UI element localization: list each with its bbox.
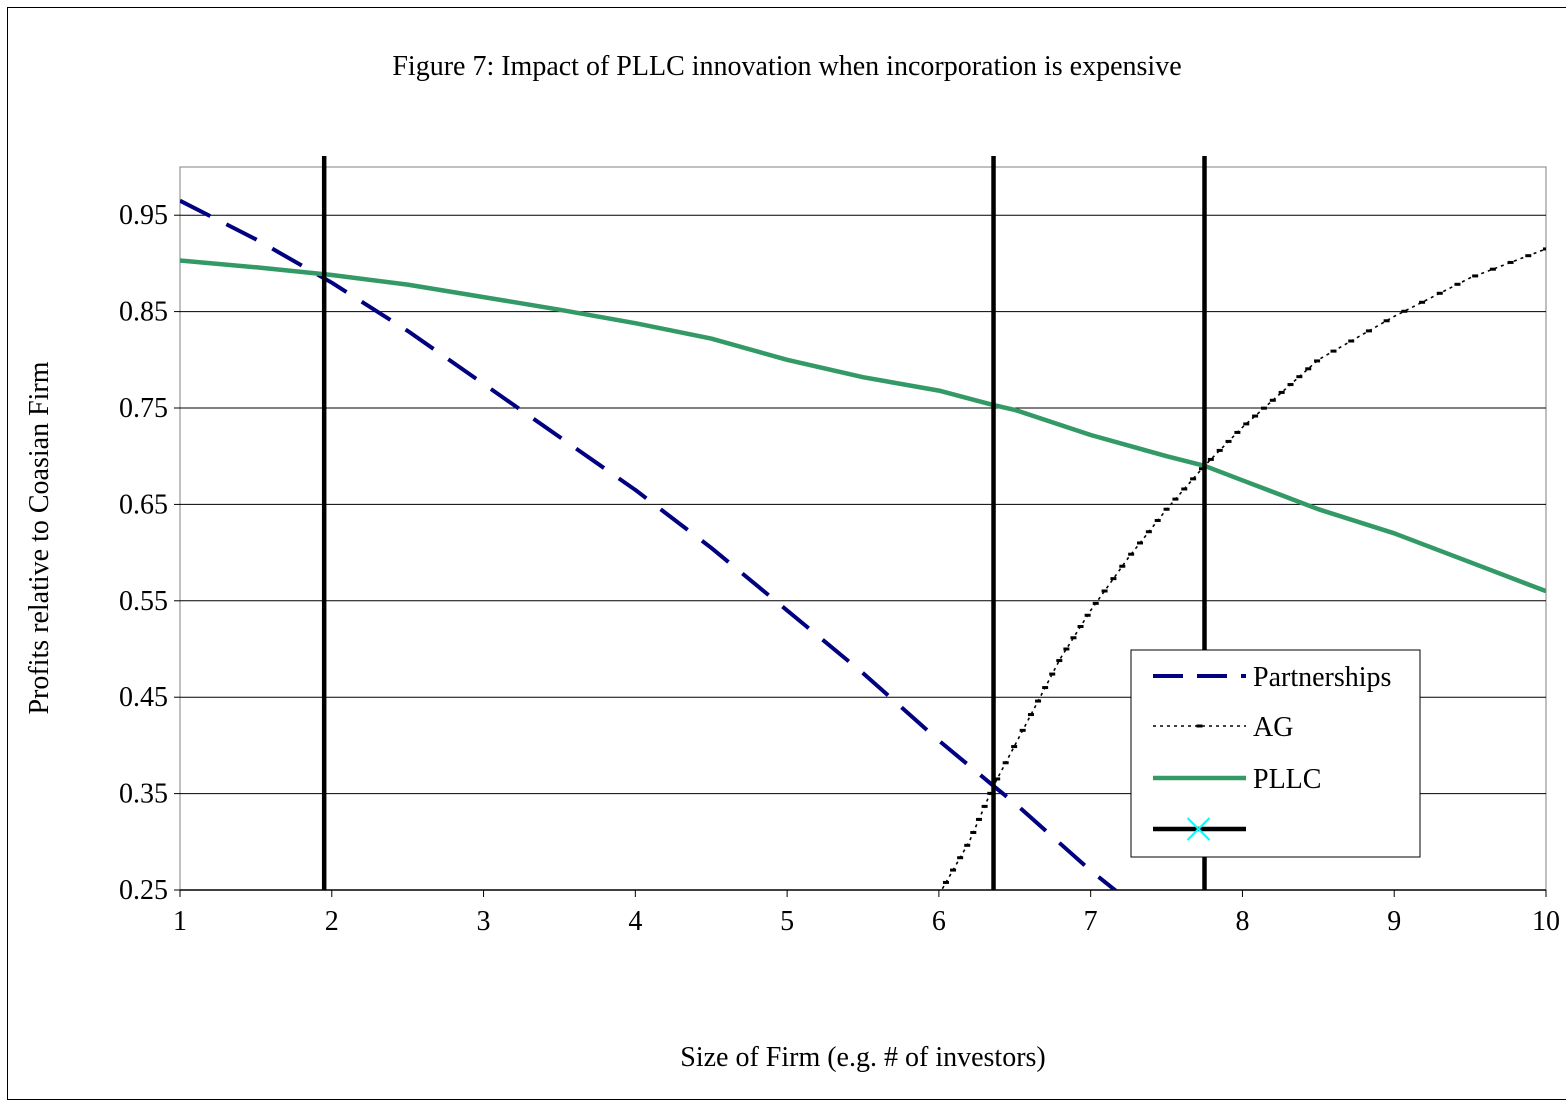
- x-tick-label: 6: [932, 906, 946, 937]
- ag-marker: [1401, 309, 1408, 313]
- ag-marker: [1084, 613, 1091, 617]
- ag-marker: [981, 804, 988, 808]
- ag-marker: [957, 856, 964, 860]
- y-tick-label: 0.75: [119, 393, 168, 424]
- ag-marker: [1287, 383, 1294, 387]
- ag-marker: [950, 868, 957, 872]
- ag-marker: [994, 777, 1001, 781]
- ag-marker: [1419, 300, 1426, 304]
- y-tick-label: 0.85: [119, 297, 168, 328]
- ag-marker: [1472, 274, 1479, 278]
- x-axis-label: Size of Firm (e.g. # of investors): [680, 1042, 1046, 1073]
- chart-title: Figure 7: Impact of PLLC innovation when…: [392, 51, 1181, 82]
- ag-marker: [1525, 254, 1532, 258]
- ag-marker: [1128, 552, 1135, 556]
- legend: Partnerships AG PLLC: [1130, 649, 1421, 858]
- ag-marker: [1019, 728, 1026, 732]
- ag-marker: [964, 843, 971, 847]
- legend-label: PLLC: [1253, 764, 1321, 795]
- x-tick-label: 9: [1387, 906, 1401, 937]
- ag-marker: [1056, 659, 1063, 663]
- ag-marker: [1035, 699, 1042, 703]
- ag-marker: [1436, 291, 1443, 295]
- ag-marker: [1049, 672, 1056, 676]
- ag-marker: [1070, 636, 1077, 640]
- ag-marker: [1330, 349, 1337, 353]
- x-tick-label: 4: [628, 906, 642, 937]
- chart-frame: [7, 7, 1566, 1100]
- ag-marker: [1145, 530, 1152, 534]
- legend-label: Partnerships: [1253, 662, 1391, 693]
- y-tick-label: 0.65: [119, 489, 168, 520]
- ag-marker: [1383, 319, 1390, 323]
- ag-marker: [1092, 601, 1099, 605]
- ag-marker: [1198, 467, 1205, 471]
- x-tick-label: 8: [1235, 906, 1249, 937]
- series-line-pllc: [180, 258, 1546, 594]
- y-tick-label: 0.95: [119, 200, 168, 231]
- y-tick-label: 0.45: [119, 682, 168, 713]
- x-tick-label: 7: [1084, 906, 1098, 937]
- y-tick-label: 0.55: [119, 586, 168, 617]
- legend-box: [1130, 649, 1421, 858]
- ag-marker: [1154, 518, 1161, 522]
- ag-marker: [1454, 282, 1461, 286]
- ag-marker: [1101, 589, 1108, 593]
- ag-marker: [1136, 541, 1143, 545]
- ag-marker: [1190, 477, 1197, 481]
- ag-marker: [1243, 422, 1250, 426]
- x-tick-label: 3: [477, 906, 491, 937]
- legend-x-marker: [1186, 817, 1211, 841]
- series-line-partnerships: [180, 198, 1119, 890]
- ag-marker: [1225, 439, 1232, 443]
- ag-marker: [1489, 267, 1496, 271]
- ag-marker: [1119, 564, 1126, 568]
- x-tick-label: 1: [173, 906, 187, 937]
- ag-marker: [1216, 448, 1223, 452]
- ag-marker: [1348, 339, 1355, 343]
- ag-marker: [987, 791, 994, 795]
- series-group: [180, 198, 1546, 890]
- ag-marker: [1507, 260, 1514, 264]
- ag-marker: [1042, 686, 1049, 690]
- x-tick-label: 5: [780, 906, 794, 937]
- ag-marker: [1011, 745, 1018, 749]
- y-tick-label: 0.35: [119, 779, 168, 810]
- ag-marker: [1063, 647, 1070, 651]
- ag-marker: [1027, 713, 1034, 717]
- ag-marker: [1207, 457, 1214, 461]
- ag-marker: [1252, 414, 1259, 418]
- legend-ag-marker: [1196, 724, 1203, 728]
- ag-marker: [1077, 625, 1084, 629]
- y-axis-label: Profits relative to Coasian Firm: [24, 361, 55, 714]
- ag-marker: [1163, 507, 1170, 511]
- ag-marker: [1269, 398, 1276, 402]
- legend-label: AG: [1253, 712, 1293, 743]
- ag-marker: [1365, 329, 1372, 333]
- ag-marker: [970, 830, 977, 834]
- ag-marker: [1296, 375, 1303, 379]
- ag-marker: [1278, 390, 1285, 394]
- x-tick-label: 10: [1532, 906, 1560, 937]
- ag-marker: [1110, 577, 1117, 581]
- y-tick-label: 0.25: [119, 875, 168, 906]
- ag-marker: [1314, 359, 1321, 363]
- ag-marker: [1543, 247, 1546, 251]
- ag-marker: [1260, 406, 1267, 410]
- ag-marker: [975, 817, 982, 821]
- ag-marker: [942, 880, 949, 884]
- ag-marker: [1002, 761, 1009, 765]
- ag-marker: [1172, 497, 1179, 501]
- ag-marker: [1305, 367, 1312, 371]
- x-tick-label: 2: [325, 906, 339, 937]
- ag-marker: [1181, 487, 1188, 491]
- ag-marker: [1234, 430, 1241, 434]
